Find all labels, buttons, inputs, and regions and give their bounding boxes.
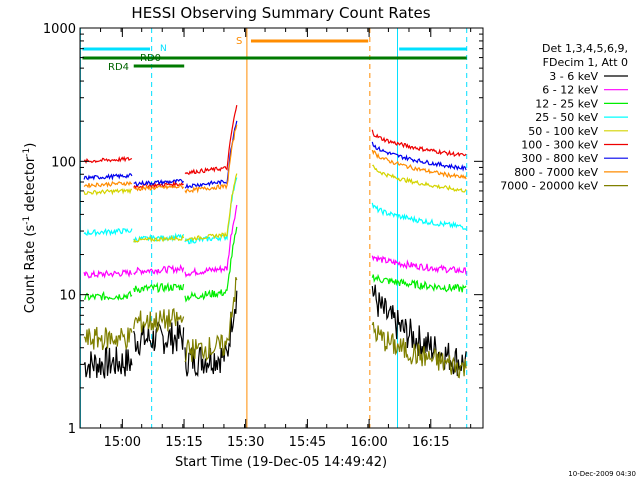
- series-line: [371, 129, 467, 158]
- y-axis-label: Count Rate (s-1 detector-1): [22, 143, 38, 314]
- series-1: [83, 204, 467, 279]
- legend-label: 6 - 12 keV: [542, 84, 598, 97]
- series-line: [133, 178, 185, 187]
- x-tick-label: 16:00: [350, 435, 387, 450]
- series-7: [83, 124, 467, 194]
- series-line: [184, 104, 238, 176]
- legend-label: 100 - 300 keV: [521, 139, 598, 152]
- legend-label: 50 - 100 keV: [528, 125, 598, 138]
- y-axis-label-mid: detector: [23, 156, 38, 216]
- series-line: [371, 141, 467, 172]
- plot-area: [79, 28, 468, 428]
- y-tick-label: 1: [68, 422, 76, 437]
- x-axis: 15:00 15:15 15:30 15:45 16:00 16:15: [79, 28, 472, 450]
- footer-date: 10-Dec-2009 04:30: [568, 470, 636, 478]
- legend-label: 800 - 7000 keV: [514, 166, 598, 179]
- series-line: [133, 263, 185, 276]
- series-line: [371, 149, 467, 180]
- x-tick-label: 15:30: [227, 435, 264, 450]
- plot-frame: [79, 27, 484, 429]
- series-line: [83, 268, 133, 279]
- flag-label-n: N: [160, 44, 167, 54]
- series-line: [184, 204, 238, 278]
- series-line: [371, 254, 467, 275]
- series-line: [371, 202, 467, 231]
- legend-title-1: Det 1,3,4,5,6,9,: [542, 42, 628, 55]
- series-line: [83, 188, 133, 196]
- legend-label: 300 - 800 keV: [521, 152, 598, 165]
- y-axis: 1 10 100 1000: [43, 22, 483, 437]
- series-line: [133, 307, 185, 334]
- series-5: [83, 104, 467, 190]
- series-line: [371, 273, 467, 293]
- y-axis-label-exp1: -1: [22, 216, 32, 225]
- chart-title: HESSI Observing Summary Count Rates: [131, 4, 430, 22]
- legend-label: 7000 - 20000 keV: [500, 180, 598, 193]
- flag-bars: N RD0 RD4 S: [108, 36, 242, 73]
- legend-title-2: FDecim 1, Att 0: [543, 56, 628, 69]
- series-line: [184, 173, 238, 242]
- series-6: [83, 120, 467, 190]
- y-tick-label: 100: [51, 155, 76, 170]
- series-line: [184, 124, 238, 194]
- series-4: [83, 164, 467, 243]
- y-axis-label-main: Count Rate (s: [23, 225, 38, 314]
- series-line: [83, 345, 133, 379]
- series-line: [133, 234, 185, 243]
- series-line: [84, 290, 133, 302]
- legend-label: 12 - 25 keV: [535, 97, 598, 110]
- y-tick-label: 10: [59, 289, 76, 304]
- y-axis-label-exp2: -1: [22, 148, 32, 157]
- series-line: [83, 227, 133, 237]
- series-line: [83, 180, 133, 189]
- x-tick-label: 15:45: [289, 435, 326, 450]
- series-line: [184, 277, 238, 363]
- y-tick-label: 1000: [43, 22, 76, 37]
- flag-label-rd0: RD0: [140, 53, 161, 64]
- series-line: [371, 321, 467, 379]
- flag-label-rd4: RD4: [108, 62, 129, 73]
- series-line: [83, 172, 133, 181]
- series-line: [133, 281, 185, 294]
- y-axis-label-end: ): [23, 143, 38, 148]
- legend-label: 3 - 6 keV: [549, 70, 598, 83]
- x-axis-label: Start Time (19-Dec-05 14:49:42): [175, 455, 387, 470]
- x-tick-label: 15:15: [165, 435, 202, 450]
- series-line: [184, 177, 238, 245]
- legend-label: 25 - 50 keV: [535, 111, 598, 124]
- series-line: [133, 183, 185, 192]
- x-tick-label: 15:00: [104, 435, 141, 450]
- x-tick-label: 16:15: [412, 435, 449, 450]
- series-2: [84, 226, 467, 303]
- series-line: [184, 226, 238, 303]
- series-line: [372, 164, 467, 193]
- series-line: [83, 326, 133, 351]
- legend: Det 1,3,4,5,6,9, FDecim 1, Att 0 3 - 6 k…: [500, 42, 628, 193]
- flag-label-s: S: [236, 36, 242, 47]
- series-line: [83, 155, 133, 165]
- series-8: [83, 277, 467, 379]
